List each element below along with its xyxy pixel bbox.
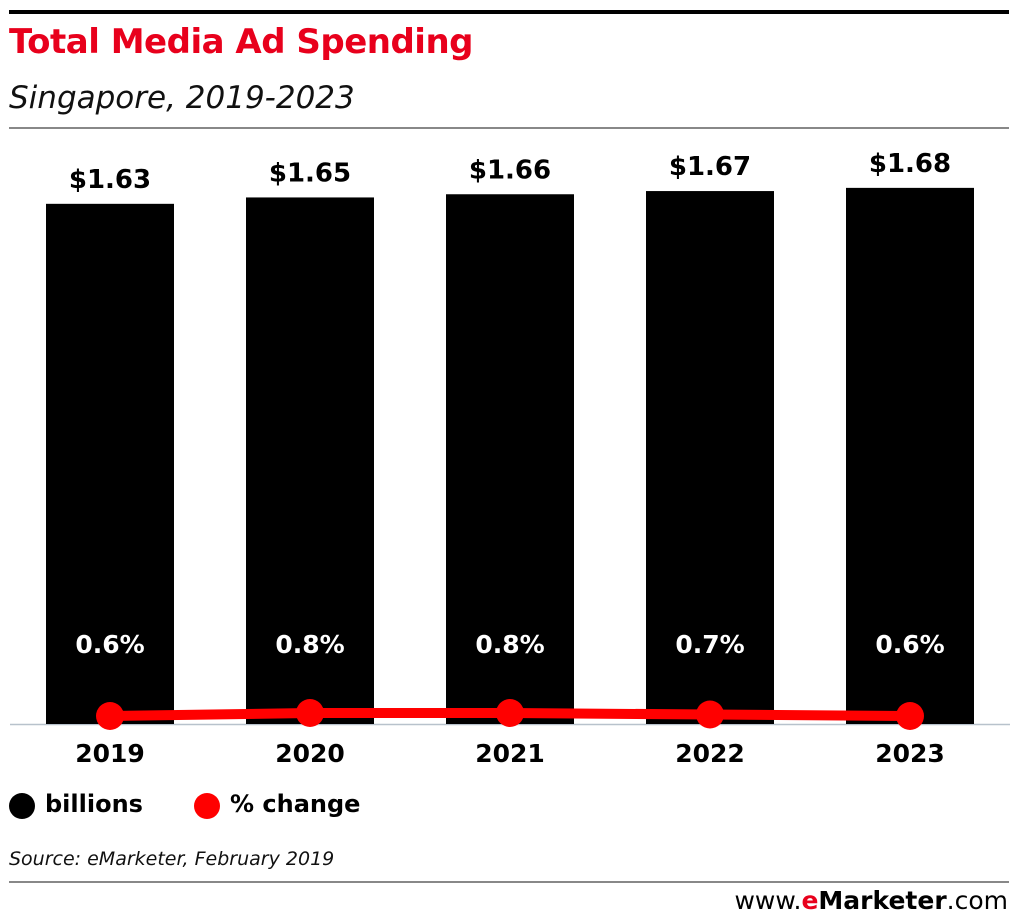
legend-swatch-billions xyxy=(9,793,35,819)
percent-change-point-2020 xyxy=(296,699,324,727)
x-tick-label-2021: 2021 xyxy=(475,739,545,768)
percent-change-label-2020: 0.8% xyxy=(275,630,344,659)
bar-value-label-2021: $1.66 xyxy=(469,155,551,185)
brand-marketer: Marketer xyxy=(818,886,947,915)
bar-2021 xyxy=(446,194,574,725)
x-tick-label-2020: 2020 xyxy=(275,739,345,768)
chart-title: Total Media Ad Spending xyxy=(9,22,474,62)
percent-change-label-2022: 0.7% xyxy=(675,630,744,659)
footer-divider xyxy=(9,881,1009,883)
percent-change-label-2021: 0.8% xyxy=(475,630,544,659)
brand-url[interactable]: www.eMarketer.com xyxy=(734,886,1008,915)
percent-change-point-2023 xyxy=(896,702,924,730)
brand-suffix: .com xyxy=(946,886,1008,915)
source-note: Source: eMarketer, February 2019 xyxy=(9,848,335,870)
chart-subtitle: Singapore, 2019-2023 xyxy=(9,80,355,116)
legend-label-percent-change: % change xyxy=(230,790,361,818)
percent-change-point-2021 xyxy=(496,699,524,727)
bar-2022 xyxy=(646,191,774,724)
brand-prefix: www. xyxy=(734,886,802,915)
legend-label-billions: billions xyxy=(45,790,143,818)
x-tick-label-2022: 2022 xyxy=(675,739,745,768)
percent-change-label-2023: 0.6% xyxy=(875,630,944,659)
x-tick-label-2019: 2019 xyxy=(75,739,145,768)
percent-change-point-2022 xyxy=(696,700,724,729)
bar-2020 xyxy=(246,197,374,724)
bar-value-label-2023: $1.68 xyxy=(869,149,951,179)
bar-value-label-2022: $1.67 xyxy=(669,152,751,182)
bar-line-chart: $1.63 0.6% 2019 $1.65 0.8% 2020 $1.66 0.8% 2021 $… xyxy=(10,149,1010,768)
percent-change-point-2019 xyxy=(96,702,124,730)
top-rule xyxy=(9,10,1009,14)
bar-value-label-2020: $1.65 xyxy=(269,158,351,188)
x-tick-label-2023: 2023 xyxy=(875,739,945,768)
bar-value-label-2019: $1.63 xyxy=(69,165,151,195)
bar-2019 xyxy=(46,203,174,724)
legend-swatch-percent-change xyxy=(194,793,220,819)
bar-2023 xyxy=(846,187,974,725)
header-divider xyxy=(9,127,1009,129)
brand-e: e xyxy=(801,886,819,915)
percent-change-label-2019: 0.6% xyxy=(75,630,144,659)
